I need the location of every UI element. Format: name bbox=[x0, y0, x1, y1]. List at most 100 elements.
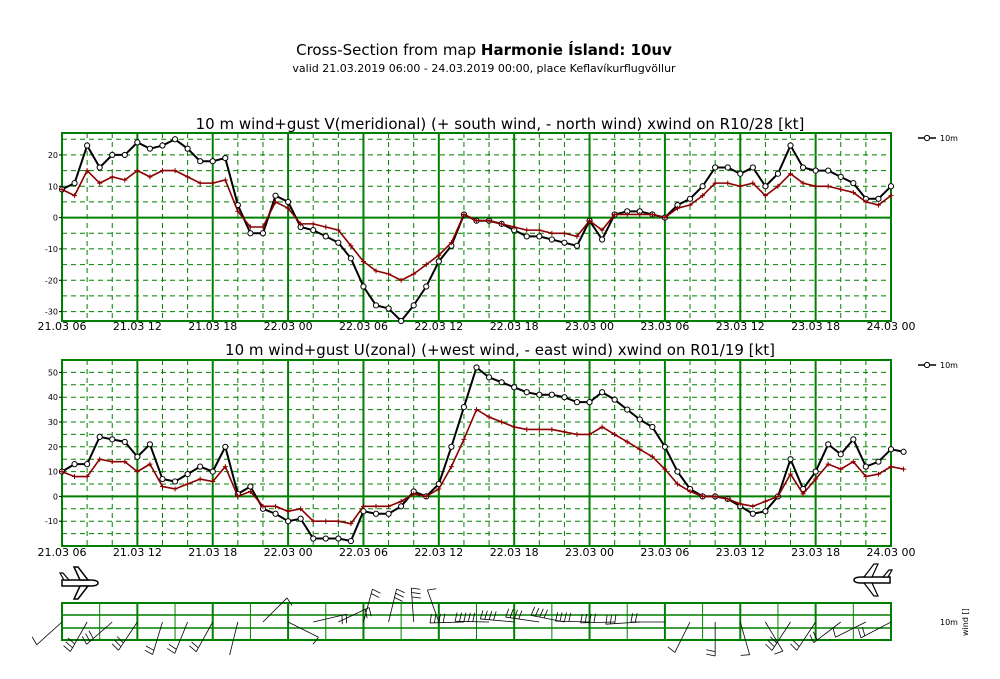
wind-barb-feather bbox=[858, 629, 862, 638]
wind-barb-staff bbox=[427, 589, 440, 623]
strip-legend-label: 10m bbox=[940, 618, 958, 627]
data-point-10m bbox=[875, 458, 882, 465]
y-tick-label: -20 bbox=[45, 276, 58, 285]
data-point-gust bbox=[687, 488, 693, 494]
wind-barb-strip: 10m wind [] bbox=[31, 563, 970, 657]
data-point-10m bbox=[712, 164, 719, 171]
data-point-10m bbox=[661, 443, 669, 450]
data-point-gust bbox=[674, 205, 680, 211]
wind-barb-feather bbox=[770, 636, 778, 644]
data-point-gust bbox=[335, 518, 341, 524]
data-point-gust bbox=[185, 481, 191, 487]
legend-marker bbox=[923, 134, 931, 142]
data-point-10m bbox=[71, 180, 78, 187]
wind-barb-feather bbox=[706, 649, 716, 652]
x-tick-label: 22.03 00 bbox=[264, 320, 313, 333]
data-point-gust bbox=[323, 518, 329, 524]
data-point-gust bbox=[574, 233, 580, 239]
data-point-10m bbox=[573, 242, 581, 249]
data-point-10m bbox=[84, 142, 91, 149]
wind-barb-staff bbox=[813, 621, 842, 643]
wind-barb-feather bbox=[488, 610, 493, 620]
wind-barb-staff bbox=[118, 621, 138, 651]
wind-barb-feather bbox=[559, 612, 563, 622]
data-point-gust bbox=[360, 258, 366, 264]
x-tick-label: 22.03 06 bbox=[339, 546, 388, 559]
data-point-10m bbox=[787, 142, 794, 149]
wind-barb-staff bbox=[580, 621, 615, 624]
data-point-gust bbox=[147, 174, 153, 180]
data-point-gust bbox=[524, 426, 530, 432]
y-tick-label: -10 bbox=[45, 245, 58, 254]
data-point-10m bbox=[737, 170, 744, 177]
data-point-gust bbox=[474, 218, 479, 224]
y-tick-label: 50 bbox=[48, 368, 58, 377]
data-point-gust bbox=[637, 446, 643, 452]
data-point-10m bbox=[209, 158, 216, 165]
wind-barb-staff bbox=[771, 621, 791, 651]
data-point-10m bbox=[96, 433, 103, 440]
wind-barb-staff bbox=[287, 621, 319, 638]
wind-barb-staff bbox=[480, 618, 515, 623]
wind-barb-feather bbox=[580, 613, 583, 623]
data-point-10m bbox=[900, 448, 907, 455]
data-point-10m bbox=[887, 183, 895, 190]
data-point-gust bbox=[762, 498, 768, 504]
x-tick-label: 21.03 18 bbox=[188, 546, 237, 559]
x-tick-label: 23.03 00 bbox=[565, 546, 614, 559]
data-point-10m bbox=[875, 195, 882, 202]
x-tick-label: 21.03 06 bbox=[38, 546, 87, 559]
data-point-gust bbox=[712, 493, 718, 499]
data-point-gust bbox=[461, 211, 467, 217]
data-point-gust bbox=[750, 503, 756, 509]
x-tick-label: 22.03 12 bbox=[414, 546, 463, 559]
data-point-10m bbox=[850, 436, 857, 443]
data-point-gust bbox=[838, 186, 844, 192]
data-point-gust bbox=[235, 493, 241, 499]
data-point-gust bbox=[875, 471, 881, 477]
data-point-10m bbox=[109, 436, 116, 443]
strip-vertical-label: wind [] bbox=[961, 608, 970, 636]
data-point-10m bbox=[197, 463, 204, 470]
wind-barb-staff bbox=[410, 588, 415, 623]
data-point-gust bbox=[134, 469, 140, 475]
data-point-10m bbox=[322, 535, 329, 542]
wind-barb-feather bbox=[593, 613, 596, 623]
data-point-gust bbox=[612, 431, 618, 437]
data-point-gust bbox=[549, 230, 555, 236]
data-point-10m bbox=[448, 443, 455, 450]
data-point-10m bbox=[372, 302, 380, 309]
zonal-wind-panel: 50 40 30 20 10 0 -10 21.03 06 21.03 12 21.03 18 22… bbox=[38, 359, 958, 559]
wind-barb-feather bbox=[168, 644, 177, 650]
y-tick-label: 10 bbox=[48, 182, 58, 191]
data-point-gust bbox=[737, 183, 743, 189]
wind-barb-feather bbox=[584, 613, 588, 623]
wind-barb-feather bbox=[144, 649, 153, 655]
data-point-10m bbox=[837, 451, 844, 458]
data-point-gust bbox=[775, 183, 781, 189]
series-line-10m bbox=[61, 365, 904, 543]
data-point-10m bbox=[84, 461, 91, 468]
wind-barb-feather bbox=[433, 613, 437, 623]
data-point-gust bbox=[122, 177, 128, 183]
data-point-10m bbox=[749, 510, 756, 517]
data-point-10m bbox=[398, 317, 405, 325]
wind-barb-feather bbox=[411, 596, 421, 599]
wind-barb-feather bbox=[765, 643, 773, 651]
data-point-gust bbox=[260, 224, 266, 230]
wind-barb-feather bbox=[767, 640, 775, 648]
data-point-gust bbox=[712, 180, 718, 186]
plot-frame bbox=[61, 359, 892, 547]
wind-barb-feather bbox=[411, 592, 421, 595]
wind-barb-feather bbox=[740, 654, 750, 656]
figure-subtitle: valid 21.03.2019 06:00 - 24.03.2019 00:0… bbox=[292, 62, 676, 75]
wind-barb-feather bbox=[459, 612, 462, 622]
wind-barb-feather bbox=[479, 610, 484, 620]
wind-barb-feather bbox=[832, 628, 836, 638]
data-point-gust bbox=[825, 461, 831, 467]
data-point-10m bbox=[837, 173, 844, 180]
wind-barb-staff bbox=[338, 607, 370, 623]
data-point-gust bbox=[134, 168, 140, 174]
wind-barb-feather bbox=[605, 615, 608, 625]
data-point-gust bbox=[813, 183, 819, 189]
